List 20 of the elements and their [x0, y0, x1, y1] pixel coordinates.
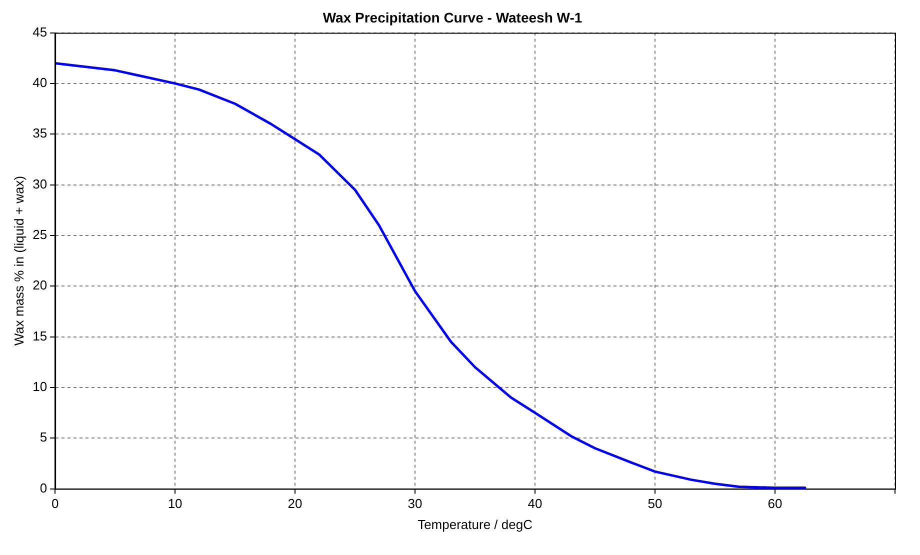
x-tick-label: 20: [288, 496, 302, 512]
y-tick-label: 45: [32, 24, 48, 40]
x-tick-label: 30: [408, 496, 422, 512]
x-tick-label: 50: [648, 496, 662, 512]
y-tick-label: 35: [32, 126, 48, 141]
y-tick-label: 15: [32, 328, 48, 344]
y-axis-title: Wax mass % in (liquid + wax): [11, 176, 26, 346]
y-tick-label: 5: [40, 430, 48, 445]
y-tick-label: 10: [32, 379, 48, 394]
y-tick-label: 0: [40, 480, 48, 496]
chart-title: Wax Precipitation Curve - Wateesh W-1: [322, 9, 582, 26]
x-tick-label: 0: [51, 496, 59, 512]
x-tick-label: 40: [528, 496, 542, 512]
y-tick-label: 40: [32, 75, 48, 90]
x-tick-label: 10: [168, 496, 182, 512]
y-tick-label: 20: [32, 278, 48, 293]
y-tick-label: 25: [32, 227, 48, 242]
x-axis-title: Temperature / degC: [418, 516, 532, 532]
x-tick-label: 60: [768, 496, 782, 512]
y-tick-label: 30: [32, 176, 48, 192]
